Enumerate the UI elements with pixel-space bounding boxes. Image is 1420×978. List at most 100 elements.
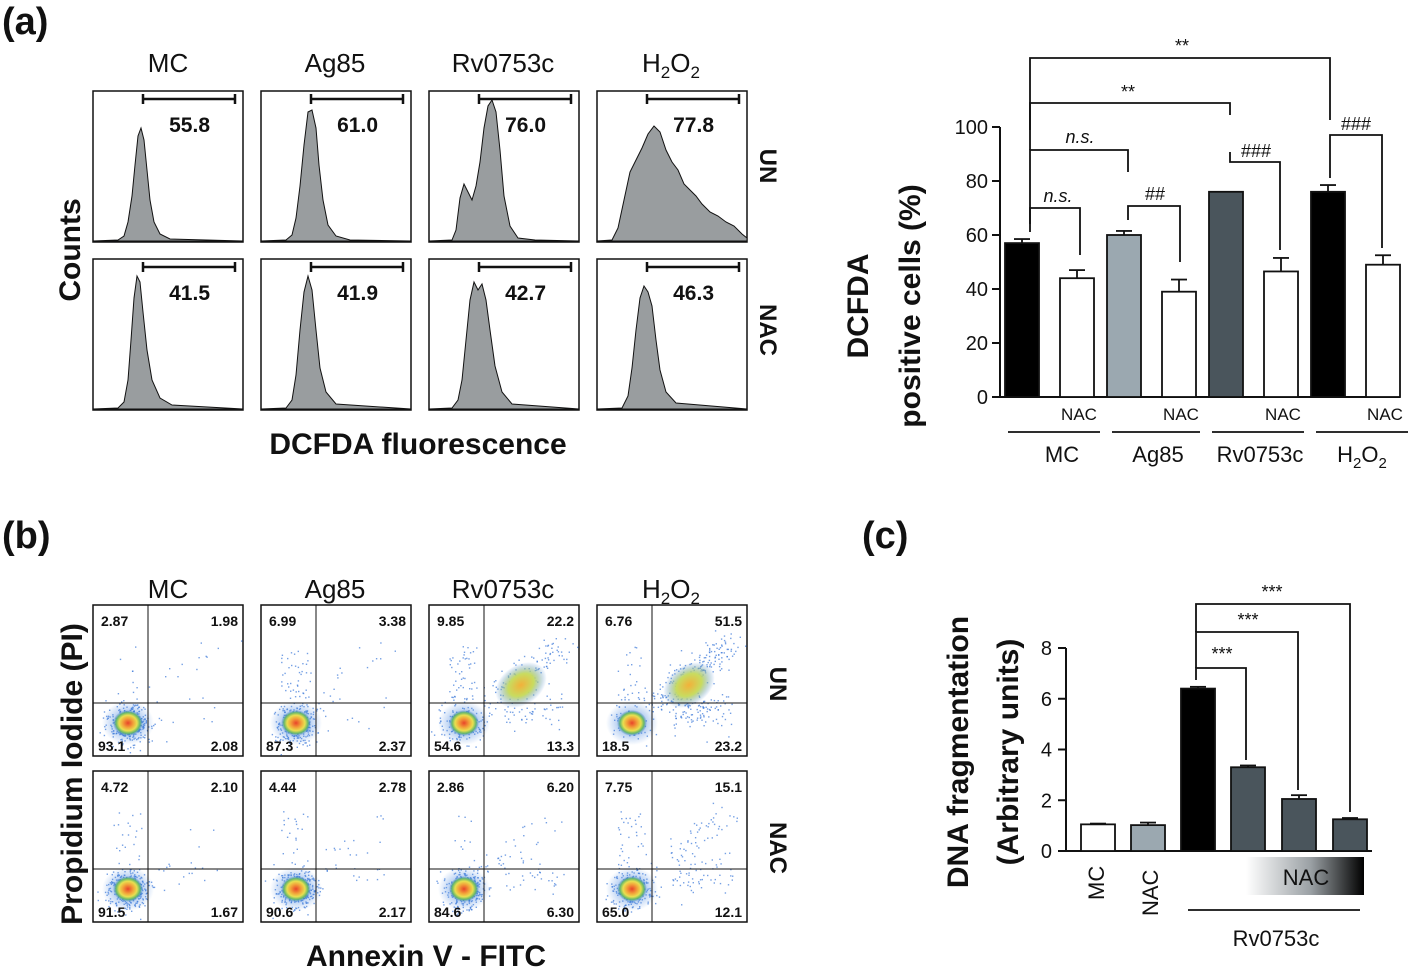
event-dot xyxy=(719,647,722,649)
quadrant-lower-left: 65.0 xyxy=(602,904,629,920)
event-dot xyxy=(719,669,721,672)
event-dot xyxy=(163,870,165,872)
histogram-mc-un: 55.8 xyxy=(92,90,244,243)
event-dot xyxy=(557,651,560,653)
event-dot xyxy=(217,647,219,650)
event-dot xyxy=(546,695,548,697)
event-dot xyxy=(275,739,277,742)
event-dot xyxy=(679,884,682,887)
event-dot xyxy=(539,872,541,874)
event-dot xyxy=(689,830,692,832)
event-dot xyxy=(668,672,670,674)
quadrant-lower-right: 12.1 xyxy=(715,904,742,920)
event-dot xyxy=(721,668,723,670)
event-dot xyxy=(547,644,550,647)
event-dot xyxy=(276,740,278,743)
event-dot xyxy=(709,647,711,650)
event-dot xyxy=(198,846,200,848)
event-dot xyxy=(118,862,120,865)
event-dot xyxy=(534,708,536,710)
quadrant-lower-left: 87.3 xyxy=(266,738,293,754)
event-dot xyxy=(462,848,464,850)
event-dot xyxy=(671,856,674,859)
event-dot xyxy=(693,822,696,825)
event-dot xyxy=(156,701,158,703)
dcfda-bar-sublabel-h2o2-nac: NAC xyxy=(1367,405,1403,424)
event-dot xyxy=(698,829,700,831)
event-dot xyxy=(630,825,633,828)
dcfda-sig-mc-vs-ag85: n.s. xyxy=(1065,127,1094,147)
event-dot xyxy=(112,745,114,748)
event-dot xyxy=(453,684,455,686)
event-dot xyxy=(299,695,301,698)
event-dot xyxy=(690,842,693,845)
dcfda-bar-mc-nac xyxy=(1059,277,1095,398)
event-dot xyxy=(659,684,661,686)
event-dot xyxy=(715,654,717,656)
event-dot xyxy=(730,648,733,651)
event-dot xyxy=(301,828,303,830)
event-dot xyxy=(458,815,460,818)
event-dot xyxy=(653,706,655,709)
event-dot xyxy=(721,657,723,659)
event-dot xyxy=(687,881,690,883)
event-dot xyxy=(696,719,698,721)
event-dot xyxy=(705,706,707,708)
event-dot xyxy=(707,837,709,839)
event-dot xyxy=(476,687,478,689)
event-dot xyxy=(728,709,730,711)
event-dot xyxy=(467,647,469,649)
event-dot xyxy=(105,700,107,702)
event-dot xyxy=(679,664,681,666)
event-dot xyxy=(205,655,207,658)
event-dot xyxy=(464,658,466,660)
event-dot xyxy=(716,866,718,868)
event-dot xyxy=(462,657,464,659)
event-dot xyxy=(636,834,638,837)
event-dot xyxy=(692,891,694,894)
event-dot xyxy=(558,728,561,731)
density-core xyxy=(617,710,647,736)
event-dot xyxy=(705,862,707,865)
event-dot xyxy=(699,827,701,829)
event-dot xyxy=(690,889,693,892)
density-core xyxy=(617,876,647,902)
dcfda-y-title-line1: DCFDA xyxy=(842,254,875,359)
event-dot xyxy=(292,910,295,912)
event-dot xyxy=(523,835,525,837)
event-dot xyxy=(721,694,724,696)
event-dot xyxy=(698,883,700,885)
event-dot xyxy=(295,839,297,841)
event-dot xyxy=(685,849,687,852)
dna-y-title-line1: DNA fragmentation xyxy=(942,616,975,888)
event-dot xyxy=(287,817,290,820)
event-dot xyxy=(652,695,655,697)
event-dot xyxy=(639,813,642,815)
dcfda-sig-rv0753c-vs-nac: ### xyxy=(1241,141,1271,161)
event-dot xyxy=(471,682,473,684)
dna-bar-5 xyxy=(1332,818,1368,852)
event-dot xyxy=(688,872,690,874)
event-dot xyxy=(643,697,645,700)
event-dot xyxy=(475,746,477,748)
hist-percent-h2o2-un: 77.8 xyxy=(673,114,714,137)
event-dot xyxy=(681,904,683,906)
event-dot xyxy=(706,710,708,713)
event-dot xyxy=(524,715,527,717)
event-dot xyxy=(703,700,706,703)
dcfda-bracket-h2o2-vs-nac xyxy=(1329,134,1383,248)
event-dot xyxy=(296,684,299,686)
histogram-h2o2-un: 77.8 xyxy=(596,90,748,243)
event-dot xyxy=(617,694,620,696)
event-dot xyxy=(696,845,698,847)
quadrant-upper-left: 7.75 xyxy=(605,779,632,795)
event-dot xyxy=(356,879,358,882)
event-dot xyxy=(666,703,668,706)
event-dot xyxy=(322,888,324,890)
event-dot xyxy=(644,687,646,689)
event-dot xyxy=(509,721,511,724)
event-dot xyxy=(368,727,370,730)
event-dot xyxy=(130,746,132,749)
event-dot xyxy=(701,713,704,715)
event-dot xyxy=(618,829,621,831)
